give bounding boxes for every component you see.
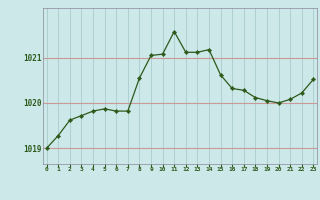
Text: Graphe pression niveau de la mer (hPa): Graphe pression niveau de la mer (hPa) [58, 185, 262, 194]
